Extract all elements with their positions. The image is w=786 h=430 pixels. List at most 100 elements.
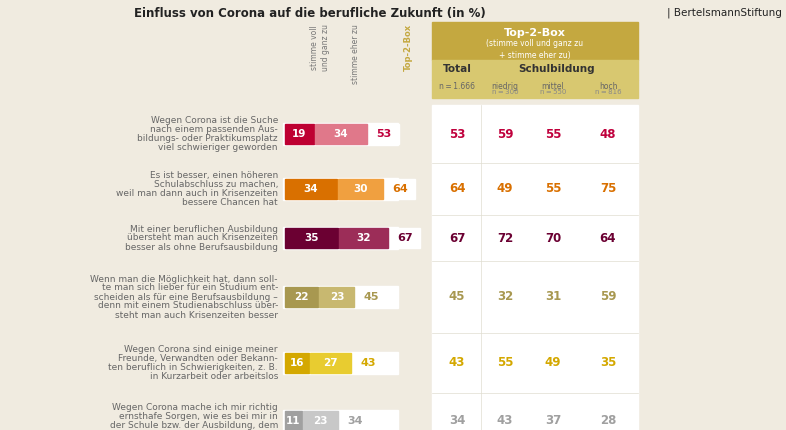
Text: Einfluss von Corona auf die berufliche Zukunft (in %): Einfluss von Corona auf die berufliche Z…	[134, 7, 486, 20]
Text: (stimme voll und ganz zu
+ stimme eher zu): (stimme voll und ganz zu + stimme eher z…	[487, 39, 583, 60]
Text: 55: 55	[497, 356, 513, 369]
Text: Mit einer beruflichen Ausbildung: Mit einer beruflichen Ausbildung	[130, 224, 278, 233]
Text: 37: 37	[545, 415, 561, 427]
Text: nach einem passenden Aus-: nach einem passenden Aus-	[150, 125, 278, 134]
Text: 70: 70	[545, 231, 561, 245]
Text: 64: 64	[392, 184, 408, 194]
Bar	[354, 353, 384, 373]
Text: scheiden als für eine Berufsausbildung –: scheiden als für eine Berufsausbildung –	[94, 292, 278, 301]
Bar	[285, 179, 336, 199]
Bar	[283, 410, 398, 430]
Text: Top-2-Box: Top-2-Box	[504, 28, 566, 38]
Text: Wegen Corona sind einige meiner: Wegen Corona sind einige meiner	[124, 345, 278, 354]
Text: 48: 48	[600, 128, 616, 141]
Text: 55: 55	[545, 128, 561, 141]
Text: Freunde, Verwandten oder Bekann-: Freunde, Verwandten oder Bekann-	[118, 354, 278, 363]
Bar	[303, 411, 338, 430]
Text: 19: 19	[292, 129, 307, 139]
Text: 72: 72	[497, 231, 513, 245]
Text: 59: 59	[600, 291, 616, 304]
Text: Total: Total	[443, 64, 472, 74]
Text: 55: 55	[545, 182, 561, 196]
Text: viel schwieriger geworden: viel schwieriger geworden	[159, 143, 278, 152]
Text: 67: 67	[449, 231, 465, 245]
Text: 43: 43	[449, 356, 465, 369]
Text: besser als ohne Berufsausbildung: besser als ohne Berufsausbildung	[125, 243, 278, 252]
Text: Wenn man die Möglichkeit hat, dann soll-: Wenn man die Möglichkeit hat, dann soll-	[90, 274, 278, 283]
Text: 11: 11	[286, 416, 300, 426]
Text: hoch: hoch	[599, 82, 617, 91]
Text: Wegen Corona mache ich mir richtig: Wegen Corona mache ich mir richtig	[112, 403, 278, 412]
Text: weil man dann auch in Krisenzeiten: weil man dann auch in Krisenzeiten	[116, 189, 278, 198]
Text: | BertelsmannStiftung: | BertelsmannStiftung	[667, 7, 782, 18]
Bar	[315, 124, 366, 144]
Text: 27: 27	[324, 358, 338, 368]
Bar	[432, 80, 638, 98]
Text: 34: 34	[333, 129, 348, 139]
Text: 45: 45	[449, 291, 465, 304]
Bar	[285, 411, 302, 430]
Text: bessere Chancen hat: bessere Chancen hat	[182, 198, 278, 207]
Text: 53: 53	[376, 129, 391, 139]
Bar	[340, 228, 387, 248]
Text: 67: 67	[397, 233, 413, 243]
Text: mittel: mittel	[542, 82, 564, 91]
Text: n = 300: n = 300	[492, 89, 518, 95]
Text: 49: 49	[497, 182, 513, 196]
Text: 64: 64	[449, 182, 465, 196]
Bar	[385, 179, 415, 199]
Text: 64: 64	[600, 231, 616, 245]
Bar	[283, 286, 398, 308]
Text: 35: 35	[304, 233, 319, 243]
Text: 22: 22	[295, 292, 309, 302]
Bar	[283, 352, 398, 374]
Text: 45: 45	[364, 292, 379, 302]
Bar	[285, 287, 318, 307]
Bar	[310, 353, 351, 373]
Text: 31: 31	[545, 291, 561, 304]
Bar	[432, 22, 638, 60]
Text: Schulabschluss zu machen,: Schulabschluss zu machen,	[153, 180, 278, 189]
Text: denn mit einem Studienabschluss über-: denn mit einem Studienabschluss über-	[97, 301, 278, 310]
Bar	[285, 353, 310, 373]
Text: Schulbildung: Schulbildung	[518, 64, 595, 74]
Text: n = 550: n = 550	[540, 89, 566, 95]
Text: stimme eher zu: stimme eher zu	[351, 24, 361, 84]
Text: 49: 49	[545, 356, 561, 369]
Text: 34: 34	[347, 416, 362, 426]
Text: 30: 30	[353, 184, 368, 194]
Bar	[285, 228, 338, 248]
Text: 43: 43	[361, 358, 376, 368]
Text: 34: 34	[449, 415, 465, 427]
Bar	[338, 179, 384, 199]
Text: 16: 16	[290, 358, 304, 368]
Text: bildungs- oder Praktikumsplatz: bildungs- oder Praktikumsplatz	[138, 134, 278, 143]
Text: 59: 59	[497, 128, 513, 141]
Text: stimme voll
und ganz zu: stimme voll und ganz zu	[310, 24, 330, 71]
Text: 35: 35	[600, 356, 616, 369]
Bar	[283, 178, 398, 200]
Text: 23: 23	[329, 292, 344, 302]
Text: 32: 32	[356, 233, 371, 243]
Text: ernsthafe Sorgen, wie es bei mir in: ernsthafe Sorgen, wie es bei mir in	[119, 412, 278, 421]
Bar	[283, 227, 398, 249]
Text: der Schule bzw. der Ausbildung, dem: der Schule bzw. der Ausbildung, dem	[109, 421, 278, 430]
Text: übersteht man auch Krisenzeiten: übersteht man auch Krisenzeiten	[127, 233, 278, 243]
Text: 75: 75	[600, 182, 616, 196]
Bar	[285, 124, 314, 144]
Text: Es ist besser, einen höheren: Es ist besser, einen höheren	[150, 171, 278, 180]
Text: 28: 28	[600, 415, 616, 427]
Text: 53: 53	[449, 128, 465, 141]
Bar	[356, 287, 387, 307]
Text: niedrig: niedrig	[491, 82, 519, 91]
Bar	[340, 411, 369, 430]
Text: Wegen Corona ist die Suche: Wegen Corona ist die Suche	[151, 116, 278, 125]
Text: te man sich lieber für ein Studium ent-: te man sich lieber für ein Studium ent-	[101, 283, 278, 292]
Text: steht man auch Krisenzeiten besser: steht man auch Krisenzeiten besser	[115, 310, 278, 319]
Text: in Kurzarbeit oder arbeitslos: in Kurzarbeit oder arbeitslos	[149, 372, 278, 381]
Text: 23: 23	[313, 416, 328, 426]
Text: n = 816: n = 816	[595, 89, 621, 95]
Bar	[283, 123, 398, 145]
Text: n = 1.666: n = 1.666	[439, 82, 475, 91]
Text: 32: 32	[497, 291, 513, 304]
